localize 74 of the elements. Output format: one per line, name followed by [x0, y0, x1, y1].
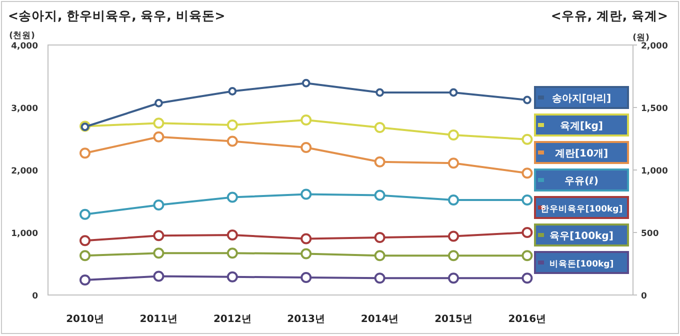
x-tick-label: 2012년	[213, 314, 252, 325]
point	[226, 120, 238, 130]
legend-label: 송아지[마리]	[552, 94, 612, 104]
point	[374, 156, 386, 168]
point	[153, 131, 164, 142]
point	[522, 250, 533, 262]
x-tick-label: 2015년	[434, 314, 472, 325]
point	[374, 190, 386, 201]
point	[80, 235, 90, 246]
point	[226, 271, 238, 282]
point	[376, 88, 384, 97]
point	[80, 274, 90, 286]
y-tick-label: 1,000	[11, 229, 38, 239]
point	[80, 148, 90, 159]
x-tick-label: 2014년	[360, 314, 399, 325]
legend-label: 우유(ℓ)	[564, 176, 598, 187]
point	[300, 248, 312, 260]
point	[226, 192, 238, 203]
chart-title: <송아지, 한우비육우, 육우, 비육돈>	[8, 8, 226, 23]
y2-tick-label: 1,000	[641, 166, 668, 176]
legend-label: 육우[100kg]	[550, 231, 614, 242]
legend-label: 계란[10개]	[554, 148, 608, 160]
y-axis-title: (천원)	[9, 31, 35, 41]
point	[302, 78, 310, 88]
point	[448, 250, 459, 262]
y-tick-label: 4,000	[11, 42, 38, 52]
point	[448, 130, 459, 140]
point	[448, 194, 459, 206]
point	[374, 122, 386, 133]
y2-tick-label: 2,000	[641, 42, 668, 52]
point	[448, 158, 459, 169]
point	[226, 248, 238, 259]
point	[448, 230, 459, 242]
point	[80, 250, 90, 262]
point	[300, 272, 312, 283]
point	[153, 118, 164, 129]
y2-tick-label: 0	[641, 292, 647, 302]
point	[374, 232, 386, 243]
point	[154, 98, 163, 108]
point	[448, 272, 459, 284]
y2-tick-label: 1,500	[641, 104, 668, 114]
point	[522, 134, 533, 145]
point	[226, 136, 238, 147]
point	[300, 114, 312, 126]
x-tick-label: 2013년	[287, 314, 326, 325]
y-tick-label: 2,000	[11, 166, 38, 176]
point	[523, 96, 532, 104]
point	[449, 88, 458, 97]
point	[522, 168, 533, 179]
point	[300, 188, 312, 200]
x-tick-label: 2011년	[140, 314, 178, 325]
point	[228, 87, 237, 96]
point	[522, 272, 533, 284]
x-tick-label: 2010년	[66, 314, 104, 325]
point	[300, 142, 312, 153]
y2-axis-title: (원)	[632, 33, 650, 43]
point	[522, 227, 533, 238]
point	[153, 200, 164, 210]
legend-label: 육계[kg]	[560, 121, 603, 132]
y-tick-label: 3,000	[11, 104, 38, 114]
point	[153, 270, 164, 282]
point	[80, 208, 90, 220]
text: <우유, 계란, 육계>	[550, 8, 668, 23]
legend-label: 비육돈[100kg]	[549, 260, 614, 270]
point	[226, 230, 238, 240]
x-tick-label: 2016년	[508, 314, 546, 325]
point	[374, 250, 386, 262]
point	[300, 233, 312, 244]
y-tick-label: 0	[32, 292, 38, 302]
point	[374, 272, 386, 284]
point	[153, 248, 164, 259]
point	[522, 194, 533, 206]
point	[153, 230, 164, 242]
y2-tick-label: 500	[641, 229, 659, 239]
